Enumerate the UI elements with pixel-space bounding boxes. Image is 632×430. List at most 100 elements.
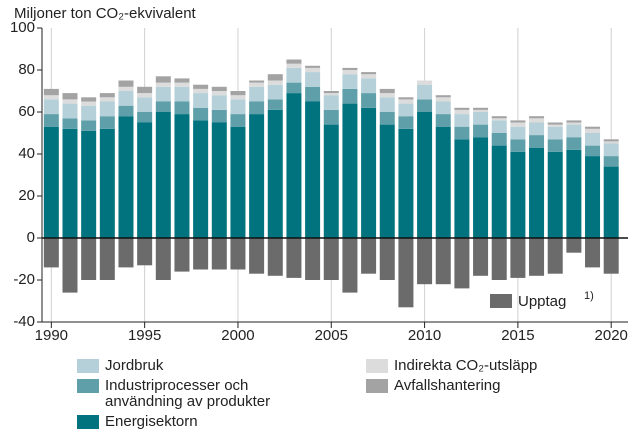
y-tick-label: 80: [18, 61, 35, 78]
bar-segment: [249, 82, 265, 87]
bar-segment: [43, 88, 59, 96]
bar-segment: [323, 124, 339, 238]
bar-segment: [193, 84, 209, 89]
legend-label: Jordbruk: [105, 357, 164, 374]
bar-segment: [286, 93, 302, 238]
bar-segment: [547, 126, 563, 140]
bar-segment: [342, 238, 358, 293]
bar-segment: [155, 76, 171, 83]
legend-label: Upptag: [518, 293, 566, 310]
y-tick-label: 100: [10, 19, 35, 36]
bar-segment: [286, 67, 302, 83]
bar-segment: [529, 135, 545, 148]
bar-segment: [211, 238, 227, 270]
bar-segment: [230, 238, 246, 270]
x-tick-label: 2010: [408, 327, 441, 340]
legend-label: Energisektorn: [105, 413, 198, 430]
bar-segment: [81, 130, 97, 238]
bar-segment: [305, 86, 321, 102]
bar-segment: [230, 91, 246, 96]
bar-segment: [62, 128, 78, 238]
bar-segment: [417, 112, 433, 238]
bar-segment: [230, 114, 246, 127]
bar-segment: [491, 238, 507, 280]
bar-segment: [99, 97, 115, 102]
bar-segment: [230, 126, 246, 238]
bar-segment: [473, 238, 489, 276]
bar-segment: [193, 107, 209, 121]
bar-segment: [491, 118, 507, 121]
bar-segment: [398, 103, 414, 117]
bar-segment: [435, 126, 451, 238]
bar-segment: [547, 122, 563, 125]
bar-segment: [43, 126, 59, 238]
bar-segment: [585, 145, 601, 157]
bar-segment: [473, 109, 489, 112]
bar-segment: [137, 238, 153, 266]
bar-segment: [81, 238, 97, 280]
x-tick-label: 2005: [315, 327, 348, 340]
x-tick-label: 1995: [128, 327, 161, 340]
bar-segment: [43, 238, 59, 268]
bar-segment: [230, 95, 246, 100]
bar-segment: [305, 101, 321, 238]
bar-segment: [99, 93, 115, 98]
bar-segment: [529, 238, 545, 276]
bar-segment: [473, 137, 489, 238]
legend-label: Indirekta CO₂-utsläpp: [394, 357, 538, 374]
y-tick-label: 40: [18, 145, 35, 162]
bar-segment: [529, 118, 545, 123]
bar-segment: [62, 99, 78, 104]
bar-segment: [491, 145, 507, 238]
bar-segment: [473, 112, 489, 125]
bar-segment: [323, 95, 339, 110]
legend-swatch: [366, 379, 388, 393]
bar-segment: [566, 238, 582, 253]
bar-segment: [323, 93, 339, 96]
bar-segment: [43, 114, 59, 127]
bar-segment: [118, 86, 134, 91]
bar-segment: [435, 95, 451, 98]
bar-segment: [361, 107, 377, 238]
bar-segment: [379, 238, 395, 280]
bar-segment: [193, 88, 209, 94]
bar-segment: [585, 128, 601, 133]
bar-segment: [155, 101, 171, 112]
bar-segment: [174, 238, 190, 272]
bar-segment: [211, 122, 227, 238]
bar-segment: [249, 238, 265, 274]
bar-segment: [454, 126, 470, 140]
bar-segment: [510, 139, 526, 152]
x-tick-label: 2000: [221, 327, 254, 340]
bar-segment: [305, 65, 321, 68]
bar-segment: [603, 166, 619, 238]
bar-segment: [267, 109, 283, 239]
bar-segment: [267, 84, 283, 100]
bar-segment: [566, 120, 582, 123]
bar-segment: [137, 86, 153, 94]
bar-segment: [174, 101, 190, 115]
bar-segment: [174, 78, 190, 83]
bar-segment: [379, 93, 395, 98]
bar-segment: [155, 86, 171, 102]
bar-segment: [174, 82, 190, 87]
bar-segment: [510, 126, 526, 140]
bar-segment: [361, 78, 377, 94]
bar-segment: [267, 238, 283, 276]
bar-segment: [454, 114, 470, 127]
bar-segment: [510, 120, 526, 123]
legend-item: Avfallshantering: [366, 378, 500, 394]
bar-segment: [342, 70, 358, 75]
bar-segment: [603, 141, 619, 144]
legend-swatch: [77, 415, 99, 429]
bar-segment: [379, 97, 395, 112]
bar-segment: [454, 139, 470, 238]
bar-segment: [81, 120, 97, 131]
legend-label: Industriprocesser och användning av prod…: [105, 377, 271, 410]
bar-segment: [249, 86, 265, 102]
bar-segment: [323, 91, 339, 94]
x-tick-label: 1990: [35, 327, 68, 340]
bar-segment: [547, 124, 563, 127]
legend-item: Jordbruk: [77, 358, 163, 374]
